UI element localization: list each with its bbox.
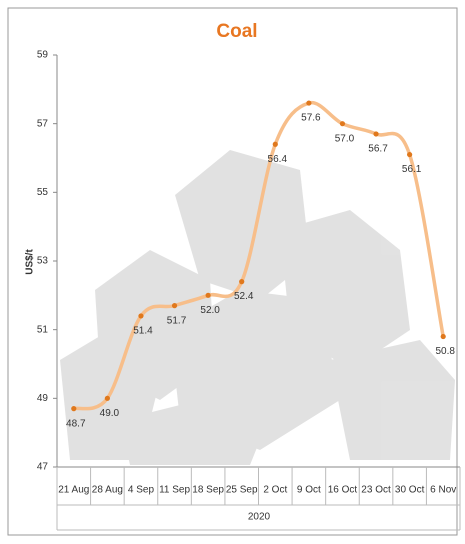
data-label: 56.4 xyxy=(268,154,288,165)
data-point xyxy=(339,121,346,127)
chart-border xyxy=(7,7,458,536)
data-label: 51.4 xyxy=(133,326,153,337)
x-tick-label: 25 Sep xyxy=(226,485,258,496)
data-label: 52.0 xyxy=(200,305,220,316)
y-tick-label: 57 xyxy=(37,118,49,129)
data-label: 57.0 xyxy=(335,133,355,144)
x-tick-label: 30 Oct xyxy=(395,485,425,496)
data-label: 57.6 xyxy=(301,113,321,124)
data-point xyxy=(71,406,77,412)
chart-title: Coal xyxy=(216,21,257,42)
x-tick-label: 23 Oct xyxy=(361,485,391,496)
y-tick-label: 55 xyxy=(37,187,49,198)
data-point xyxy=(171,303,178,309)
data-label: 56.1 xyxy=(402,164,422,175)
data-point xyxy=(104,395,110,401)
data-point xyxy=(272,141,278,147)
series-line xyxy=(73,101,445,411)
x-tick-label: 28 Aug xyxy=(92,485,123,496)
data-label: 48.7 xyxy=(66,418,86,429)
y-tick-label: 51 xyxy=(37,324,49,335)
data-label: 52.4 xyxy=(234,291,254,302)
data-label: 56.7 xyxy=(368,144,388,155)
x-tick-label: 16 Oct xyxy=(328,485,358,496)
x-tick-label: 2 Oct xyxy=(263,485,287,496)
data-label: 51.7 xyxy=(167,315,187,326)
y-tick-label: 47 xyxy=(37,462,49,473)
data-point xyxy=(138,313,144,319)
data-label: 49.0 xyxy=(100,408,120,419)
x-tick-label: 11 Sep xyxy=(159,485,190,496)
x-tick-label: 9 Oct xyxy=(297,485,321,496)
data-label: 50.8 xyxy=(435,346,455,357)
data-point xyxy=(205,292,211,298)
data-point xyxy=(440,333,446,340)
x-tick-label: 6 Nov xyxy=(430,485,456,496)
y-tick-label: 59 xyxy=(37,50,49,61)
data-point xyxy=(306,100,312,106)
x-tick-label: 4 Sep xyxy=(128,485,155,496)
x-tick-label: 18 Sep xyxy=(192,485,224,496)
y-axis-label: US$/t xyxy=(25,249,36,275)
data-point xyxy=(239,279,245,285)
y-tick-label: 53 xyxy=(37,256,49,267)
data-point xyxy=(407,151,413,158)
y-tick-label: 49 xyxy=(37,393,49,404)
data-point xyxy=(373,131,379,137)
group-label: 2020 xyxy=(248,512,271,523)
x-tick-label: 21 Aug xyxy=(58,485,89,496)
